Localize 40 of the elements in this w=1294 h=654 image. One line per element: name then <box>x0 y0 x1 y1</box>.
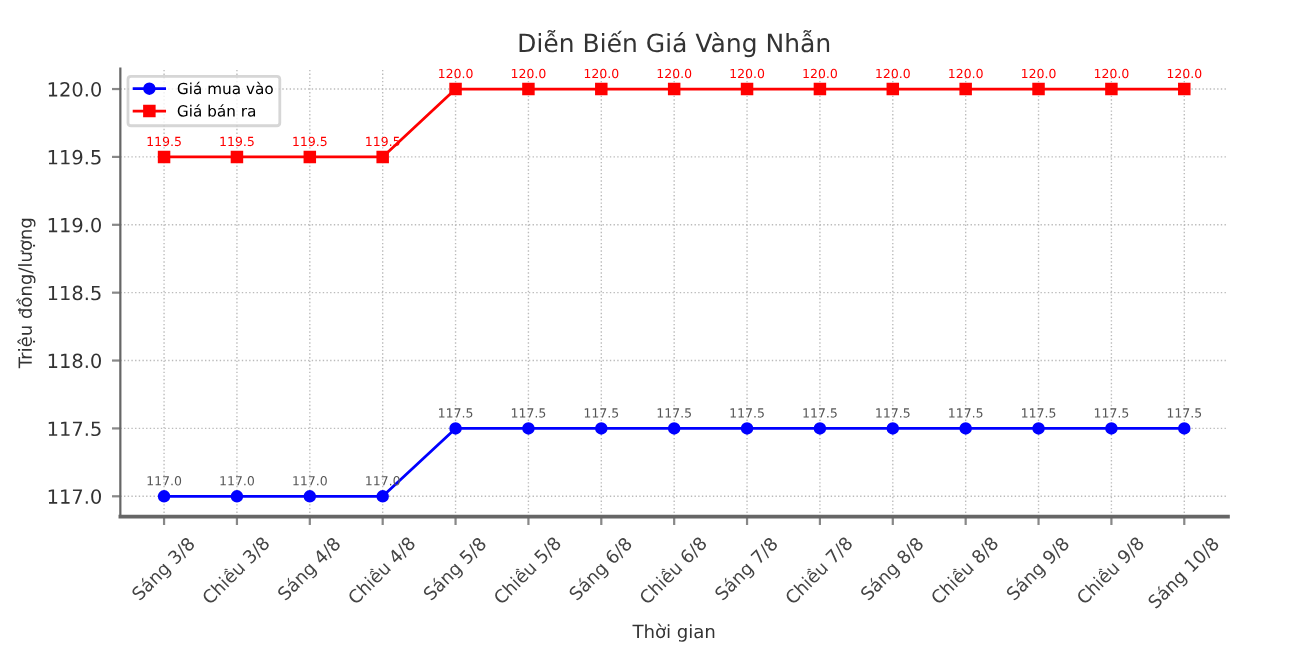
point <box>230 150 244 164</box>
point <box>886 82 900 96</box>
point <box>667 82 681 96</box>
y-tick-label: 118.0 <box>48 353 101 369</box>
point <box>667 422 681 435</box>
point <box>1105 422 1118 435</box>
point <box>1032 422 1045 435</box>
y-tick-label: 117.5 <box>48 421 101 437</box>
point <box>230 490 244 503</box>
point <box>740 422 754 435</box>
point <box>740 82 754 96</box>
point <box>959 82 972 96</box>
point <box>595 422 608 435</box>
point <box>376 150 389 164</box>
point <box>1178 82 1191 96</box>
point <box>1105 82 1118 96</box>
point <box>886 422 900 435</box>
point <box>449 82 462 96</box>
point <box>449 422 462 435</box>
point <box>522 82 535 96</box>
chart-title: Diễn Biến Giá Vàng Nhẫn <box>519 30 830 58</box>
point <box>959 422 972 435</box>
y-tick-label: 120.0 <box>48 81 101 97</box>
y-axis-title: Triệu đồng/lượng <box>16 218 36 369</box>
point <box>595 82 608 96</box>
y-tick-label: 119.5 <box>48 149 101 165</box>
point <box>813 422 827 435</box>
point <box>157 490 171 503</box>
point <box>1032 82 1045 96</box>
y-tick-label: 119.0 <box>48 217 101 233</box>
y-tick-label: 118.5 <box>48 285 101 301</box>
point <box>376 490 389 503</box>
y-tick-label: 117.0 <box>48 489 101 504</box>
point <box>157 150 171 164</box>
point <box>1178 422 1191 435</box>
x-axis-title: Thời gian <box>632 623 715 642</box>
point <box>522 422 535 435</box>
point <box>303 150 317 164</box>
point <box>303 490 317 503</box>
point <box>813 82 827 96</box>
